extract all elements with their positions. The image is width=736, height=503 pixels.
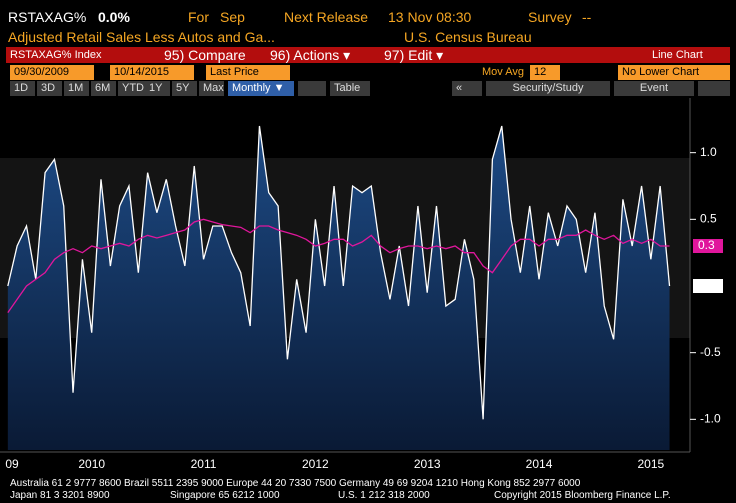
end-date[interactable]: 10/14/2015 [110,65,194,80]
range-button[interactable]: 1D [10,81,35,96]
footer-contact: Singapore 65 6212 1000 [170,490,280,501]
actions-button[interactable]: 96) Actions ▾ [270,47,351,63]
footer-copyright: Copyright 2015 Bloomberg Finance L.P. [494,490,671,501]
x-tick-label: 2015 [638,457,665,471]
settings-button[interactable] [698,81,730,96]
compare-button[interactable]: 95) Compare [164,47,246,63]
start-date[interactable]: 09/30/2009 [10,65,94,80]
source: U.S. Census Bureau [404,29,532,45]
footer-contact: U.S. 1 212 318 2000 [338,490,430,501]
last-value-label: 0.0 [698,278,715,292]
x-tick-label: 2013 [414,457,441,471]
survey-label: Survey [528,9,572,25]
study-button[interactable]: Security/Study [486,81,610,96]
next-release: 13 Nov 08:30 [388,9,472,25]
chart-type[interactable]: Line Chart [652,49,703,61]
range-button[interactable]: 5Y [172,81,197,96]
x-tick-label: 2014 [526,457,553,471]
last-value: 0.0% [98,9,130,25]
table-button[interactable]: Table [330,81,370,96]
back-button[interactable]: « [452,81,482,96]
y-tick-label: -1.0 [700,412,721,426]
security[interactable]: RSTAXAG% Index [10,49,102,61]
frequency[interactable]: Monthly ▼ [228,81,294,96]
for-label: For [188,9,209,25]
last-value-box [693,279,723,293]
range-button[interactable]: YTD [118,81,146,96]
mov-avg-label: Mov Avg [482,66,524,78]
range-button[interactable]: Max [199,81,224,96]
last-value-label: 0.3 [698,238,715,252]
series-line [7,218,670,314]
line-icon[interactable] [298,81,326,96]
y-tick-label: -0.5 [700,345,721,359]
edit-button[interactable]: 97) Edit ▾ [384,47,444,63]
period: Sep [220,9,245,25]
mov-avg-period[interactable]: 12 [530,65,560,80]
chart: 1.0 0.5 -0.5 -1.0 09 2010 2011 2012 2013 2014 2015… [0,98,723,471]
lower-chart[interactable]: No Lower Chart [618,65,730,80]
description: Adjusted Retail Sales Less Autos and Ga.… [8,29,275,45]
footer-line1: Australia 61 2 9777 8600 Brazil 5511 239… [10,478,581,489]
survey: -- [582,9,592,25]
x-tick-label: 2012 [302,457,329,471]
next-release-label: Next Release [284,9,369,25]
range-button[interactable]: 1M [64,81,89,96]
x-tick-label: 2010 [78,457,105,471]
toolbar [6,47,730,63]
range-button[interactable]: 3D [37,81,62,96]
footer-contact: Japan 81 3 3201 8900 [10,490,110,501]
ticker: RSTAXAG% [8,9,87,25]
last-value-box [693,239,723,253]
range-button[interactable]: 6M [91,81,116,96]
y-tick-label: 1.0 [700,145,717,159]
event-button[interactable]: Event [614,81,694,96]
area-fill [7,126,670,450]
y-tick-label: 0.5 [700,212,717,226]
x-tick-label: 09 [5,457,19,471]
range-button[interactable]: 1Y [145,81,170,96]
x-tick-label: 2011 [191,457,217,471]
field[interactable]: Last Price [206,65,290,80]
